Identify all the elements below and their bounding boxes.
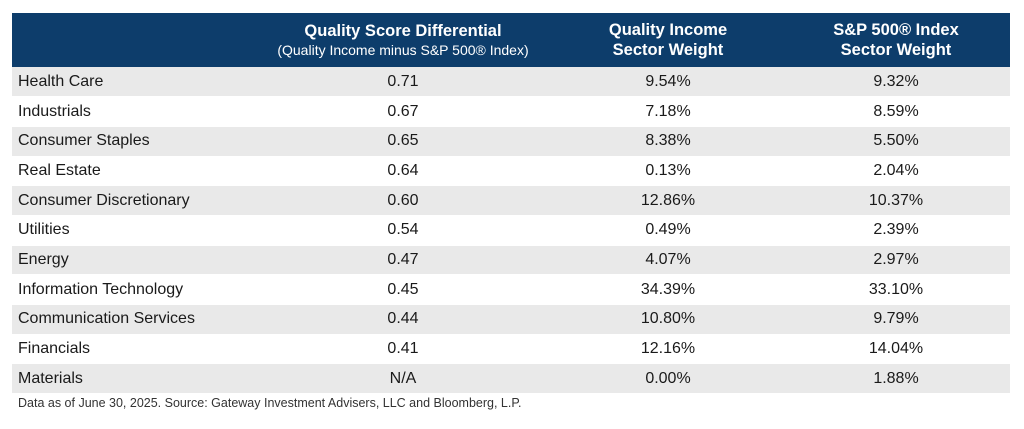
sp500-weight: 5.50% — [782, 126, 1010, 157]
sector-quality-table: Quality Score Differential (Quality Inco… — [12, 13, 1010, 395]
sector-name: Financials — [12, 334, 252, 365]
quality-income-weight: 34.39% — [554, 274, 782, 305]
quality-income-weight: 10.80% — [554, 304, 782, 335]
table-body: Health Care 0.71 9.54% 9.32% Industrials… — [12, 67, 1010, 395]
table-row: Consumer Discretionary 0.60 12.86% 10.37… — [12, 185, 1010, 216]
quality-income-weight: 12.16% — [554, 334, 782, 365]
quality-income-weight: 9.54% — [554, 67, 782, 98]
quality-score-differential: N/A — [252, 363, 554, 395]
header-sp-line2: Sector Weight — [840, 41, 952, 59]
sector-name: Industrials — [12, 96, 252, 127]
sp500-weight: 2.39% — [782, 215, 1010, 246]
header-sp-line1: S&P 500® Index — [833, 21, 959, 39]
quality-income-weight: 0.13% — [554, 156, 782, 187]
sp500-weight: 2.04% — [782, 156, 1010, 187]
quality-income-weight: 0.00% — [554, 363, 782, 395]
quality-income-weight: 8.38% — [554, 126, 782, 157]
table-row: Energy 0.47 4.07% 2.97% — [12, 245, 1010, 276]
source-footnote: Data as of June 30, 2025. Source: Gatewa… — [18, 396, 522, 410]
quality-income-weight: 0.49% — [554, 215, 782, 246]
table-row: Communication Services 0.44 10.80% 9.79% — [12, 304, 1010, 335]
sector-name: Utilities — [12, 215, 252, 246]
sector-name: Information Technology — [12, 274, 252, 305]
header-differential-title: Quality Score Differential — [304, 22, 502, 40]
table-row: Financials 0.41 12.16% 14.04% — [12, 334, 1010, 365]
sector-name: Health Care — [12, 67, 252, 98]
header-sp500-weight: S&P 500® Index Sector Weight — [782, 13, 1010, 67]
header-row: Quality Score Differential (Quality Inco… — [12, 13, 1010, 67]
quality-score-differential: 0.44 — [252, 304, 554, 335]
quality-score-differential: 0.65 — [252, 126, 554, 157]
sector-quality-table-container: Quality Score Differential (Quality Inco… — [12, 13, 1010, 395]
quality-income-weight: 12.86% — [554, 185, 782, 216]
sp500-weight: 8.59% — [782, 96, 1010, 127]
sp500-weight: 2.97% — [782, 245, 1010, 276]
table-header: Quality Score Differential (Quality Inco… — [12, 13, 1010, 67]
sector-name: Consumer Discretionary — [12, 185, 252, 216]
sp500-weight: 1.88% — [782, 363, 1010, 395]
table-row: Materials N/A 0.00% 1.88% — [12, 363, 1010, 395]
sector-name: Real Estate — [12, 156, 252, 187]
sector-name: Consumer Staples — [12, 126, 252, 157]
table-row: Industrials 0.67 7.18% 8.59% — [12, 96, 1010, 127]
header-differential-subtitle: (Quality Income minus S&P 500® Index) — [277, 42, 529, 58]
sector-name: Energy — [12, 245, 252, 276]
header-quality-score-differential: Quality Score Differential (Quality Inco… — [252, 13, 554, 67]
header-quality-income-weight: Quality Income Sector Weight — [554, 13, 782, 67]
sp500-weight: 9.32% — [782, 67, 1010, 98]
quality-score-differential: 0.71 — [252, 67, 554, 98]
quality-score-differential: 0.41 — [252, 334, 554, 365]
sp500-weight: 33.10% — [782, 274, 1010, 305]
header-qi-line2: Sector Weight — [612, 41, 724, 59]
sp500-weight: 9.79% — [782, 304, 1010, 335]
quality-score-differential: 0.47 — [252, 245, 554, 276]
quality-income-weight: 7.18% — [554, 96, 782, 127]
quality-score-differential: 0.45 — [252, 274, 554, 305]
sector-name: Materials — [12, 363, 252, 395]
table-row: Information Technology 0.45 34.39% 33.10… — [12, 274, 1010, 305]
table-row: Consumer Staples 0.65 8.38% 5.50% — [12, 126, 1010, 157]
sp500-weight: 10.37% — [782, 185, 1010, 216]
table-row: Real Estate 0.64 0.13% 2.04% — [12, 156, 1010, 187]
quality-score-differential: 0.64 — [252, 156, 554, 187]
table-row: Health Care 0.71 9.54% 9.32% — [12, 67, 1010, 98]
quality-income-weight: 4.07% — [554, 245, 782, 276]
sector-name: Communication Services — [12, 304, 252, 335]
quality-score-differential: 0.67 — [252, 96, 554, 127]
sp500-weight: 14.04% — [782, 334, 1010, 365]
quality-score-differential: 0.54 — [252, 215, 554, 246]
quality-score-differential: 0.60 — [252, 185, 554, 216]
header-qi-line1: Quality Income — [608, 21, 728, 39]
header-sector — [12, 13, 252, 67]
table-row: Utilities 0.54 0.49% 2.39% — [12, 215, 1010, 246]
